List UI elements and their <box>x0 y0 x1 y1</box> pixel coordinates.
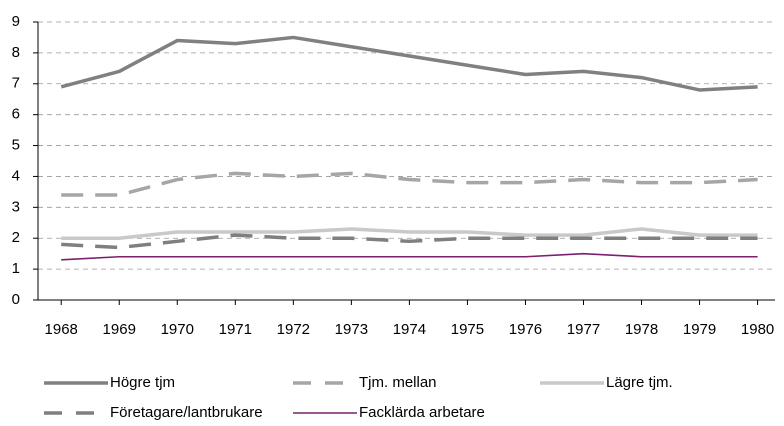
y-tick-label: 0 <box>12 291 20 308</box>
y-tick-label: 7 <box>12 75 20 92</box>
x-tick-label: 1969 <box>103 321 136 338</box>
series-line <box>61 227 758 240</box>
legend-label: Tjm. mellan <box>359 374 437 391</box>
legend-label: Företagare/lantbrukare <box>110 404 263 421</box>
x-tick-label: 1980 <box>741 321 774 338</box>
y-tick-label: 2 <box>12 229 20 246</box>
x-tick-label: 1976 <box>509 321 542 338</box>
y-tick-label: 9 <box>12 13 20 30</box>
y-tick-label: 3 <box>12 198 20 215</box>
legend-label: Lägre tjm. <box>606 374 673 391</box>
series-line <box>60 35 758 92</box>
y-tick-label: 1 <box>12 260 20 277</box>
series-line <box>61 252 758 261</box>
legend-label: Högre tjm <box>110 374 175 391</box>
series-line <box>61 171 758 197</box>
x-tick-label: 1975 <box>451 321 484 338</box>
series-line <box>61 233 758 250</box>
x-tick-label: 1974 <box>393 321 426 338</box>
x-tick-label: 1972 <box>277 321 310 338</box>
x-tick-label: 1979 <box>683 321 716 338</box>
x-tick-label: 1978 <box>625 321 658 338</box>
x-tick-label: 1971 <box>219 321 252 338</box>
y-tick-label: 4 <box>12 167 20 184</box>
y-tick-label: 8 <box>12 44 20 61</box>
x-tick-label: 1977 <box>567 321 600 338</box>
y-tick-label: 5 <box>12 137 20 154</box>
legend-label: Facklärda arbetare <box>359 404 485 421</box>
y-tick-label: 6 <box>12 106 20 123</box>
x-tick-label: 1970 <box>161 321 194 338</box>
x-tick-label: 1968 <box>45 321 78 338</box>
x-tick-label: 1973 <box>335 321 368 338</box>
